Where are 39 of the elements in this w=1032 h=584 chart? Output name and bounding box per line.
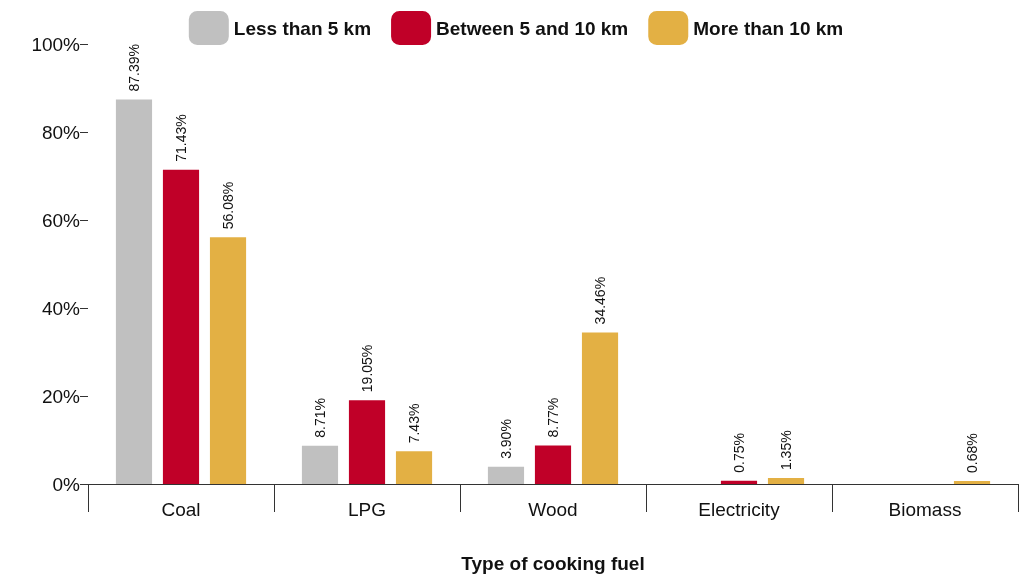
- legend-label: Between 5 and 10 km: [436, 17, 629, 39]
- data-label: 8.71%: [311, 397, 328, 438]
- bar: [534, 445, 572, 484]
- x-tick-label: LPG: [347, 499, 387, 520]
- x-tick-label: Electricity: [698, 499, 781, 520]
- data-label: 0.68%: [964, 433, 981, 474]
- legend-label: More than 10 km: [693, 17, 844, 39]
- y-tick-label: 0%: [52, 473, 81, 495]
- data-label: 19.05%: [359, 344, 375, 393]
- y-tick-label: 20%: [41, 385, 81, 407]
- data-label: 56.08%: [220, 181, 237, 230]
- bar: [162, 169, 200, 484]
- bar: [348, 400, 386, 484]
- bar: [115, 99, 153, 484]
- bar: [209, 237, 247, 484]
- x-tick-label: Wood: [528, 499, 578, 520]
- data-label: 0.75%: [731, 433, 747, 473]
- data-label: 87.39%: [125, 44, 142, 92]
- bar: [581, 332, 619, 484]
- y-tick-label: 40%: [41, 297, 81, 319]
- data-label: 71.43%: [173, 114, 189, 162]
- bar: [953, 481, 991, 484]
- data-label: 1.35%: [778, 430, 795, 471]
- x-axis-title: Type of cooking fuel: [461, 553, 645, 574]
- data-label: 8.77%: [545, 397, 561, 438]
- bar: [720, 480, 758, 484]
- bar: [487, 466, 525, 484]
- y-tick-label: 80%: [41, 121, 81, 143]
- legend-label: Less than 5 km: [233, 17, 372, 39]
- bar: [301, 445, 339, 484]
- data-label: 7.43%: [406, 403, 423, 444]
- x-tick-label: Coal: [161, 499, 201, 520]
- y-tick-label: 100%: [31, 33, 81, 55]
- y-tick-label: 60%: [41, 209, 81, 231]
- bar: [767, 478, 805, 484]
- data-label: 3.90%: [497, 419, 514, 459]
- x-tick-label: Biomass: [888, 499, 962, 520]
- bar: [395, 451, 433, 484]
- data-label: 34.46%: [592, 276, 609, 325]
